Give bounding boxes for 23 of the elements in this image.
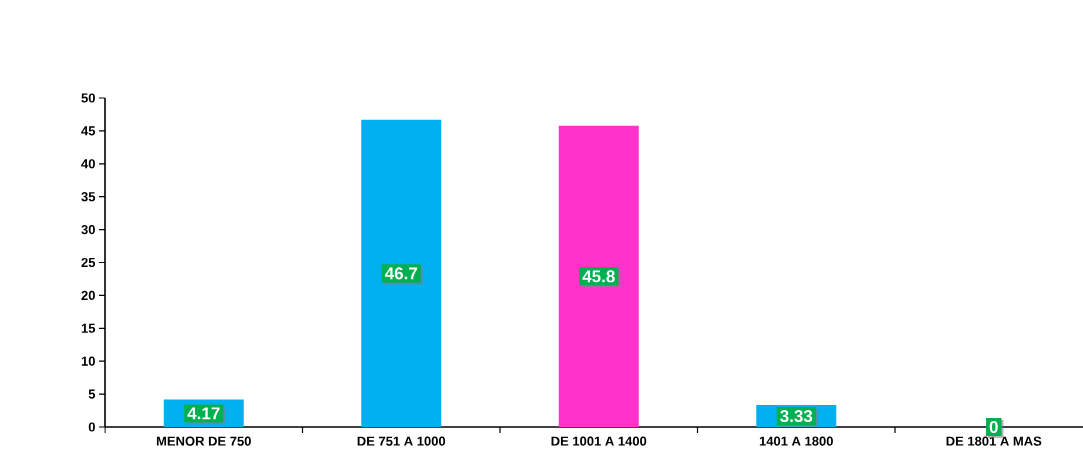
y-tick-label: 25 [81, 257, 96, 268]
x-tick-label: DE 1001 A 1400 [551, 436, 647, 446]
y-tick-label: 20 [81, 290, 95, 300]
y-tick-label: 15 [81, 323, 96, 333]
y-tick-label: 0 [88, 422, 95, 432]
y-tick-label: 40 [81, 159, 95, 169]
y-tick-label: 30 [81, 224, 95, 235]
y-tick-label: 35 [81, 192, 96, 202]
x-tick-label: MENOR DE 750 [156, 436, 251, 446]
x-tick-label: DE 751 A 1000 [357, 436, 446, 446]
bar [361, 119, 442, 427]
y-tick-label: 45 [81, 126, 96, 136]
y-tick-label: 10 [81, 356, 95, 366]
data-label: 4.17 [187, 407, 220, 420]
y-tick-label: 5 [88, 389, 96, 399]
x-tick-label: DE 1801 A MAS [946, 436, 1042, 446]
bar [558, 125, 639, 427]
data-label: 3.33 [780, 410, 813, 423]
y-tick-label: 50 [81, 93, 95, 103]
x-tick-label: 1401 A 1800 [759, 436, 833, 446]
data-label: 45.8 [582, 270, 615, 283]
data-label: 0 [989, 420, 998, 434]
data-label: 46.7 [384, 267, 418, 280]
